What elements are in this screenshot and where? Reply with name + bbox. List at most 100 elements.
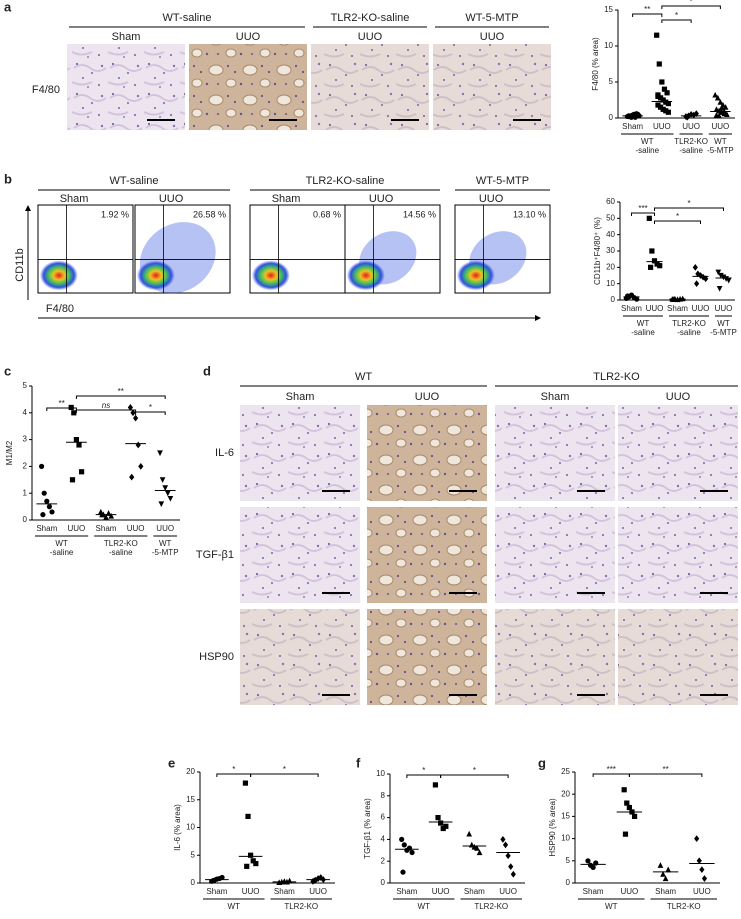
y-tick-label: 5 <box>566 856 571 865</box>
data-point <box>718 272 724 279</box>
y-axis-title: M1/M2 <box>5 440 14 465</box>
x-tick-label: Sham <box>655 887 676 896</box>
flow-density <box>136 260 175 291</box>
micrograph <box>240 609 360 705</box>
flow-density <box>456 260 495 291</box>
x-tick-label: Sham <box>274 887 295 896</box>
column-label: UUO <box>369 193 394 205</box>
data-point <box>159 477 166 483</box>
gate-percentage: 13.10 % <box>513 209 546 219</box>
y-tick-label: 0 <box>609 113 614 122</box>
gate-percentage: 26.58 % <box>193 209 226 219</box>
data-point <box>679 295 686 302</box>
x-tick-label: UUO <box>242 887 260 896</box>
data-point <box>717 99 724 105</box>
data-point <box>712 91 719 98</box>
y-tick-label: 20 <box>186 767 195 776</box>
group-label: TLR2-KO <box>474 902 508 911</box>
significance-label: *** <box>607 765 616 774</box>
gate-percentage: 14.56 % <box>403 209 436 219</box>
y-tick-label: 5 <box>609 77 614 86</box>
data-point <box>73 437 79 443</box>
data-point <box>722 104 729 110</box>
significance-bracket <box>135 411 166 415</box>
significance-bracket <box>632 13 663 17</box>
group-label: WT <box>605 902 618 911</box>
axis-title: F4/80 <box>46 303 74 315</box>
micrograph <box>240 405 360 501</box>
data-point <box>443 823 449 829</box>
y-tick-label: 10 <box>606 279 615 288</box>
data-point <box>646 215 652 221</box>
data-point <box>242 780 249 786</box>
data-point <box>40 512 46 518</box>
data-point <box>725 277 732 284</box>
significance-bracket <box>406 774 442 778</box>
data-point <box>665 109 671 115</box>
data-point <box>657 95 664 101</box>
data-point <box>649 248 655 254</box>
data-point <box>103 514 109 520</box>
group-label: TLR2-KO <box>284 902 318 911</box>
data-point <box>46 504 53 510</box>
data-point <box>631 813 638 819</box>
flow-density <box>39 260 78 291</box>
x-tick-label: Sham <box>206 887 227 896</box>
significance-label: * <box>283 765 286 774</box>
x-tick-label: Sham <box>667 304 688 313</box>
group-label: -saline <box>631 328 655 337</box>
data-point <box>699 866 705 874</box>
data-point <box>158 501 165 508</box>
data-point <box>510 870 516 878</box>
micrograph <box>618 609 738 705</box>
y-tick-label: 2 <box>23 462 28 471</box>
micrograph <box>367 405 487 501</box>
significance-bracket <box>250 773 319 777</box>
data-point <box>661 86 668 92</box>
axis-title: CD11b <box>14 248 26 281</box>
significance-label: * <box>232 765 235 774</box>
y-tick-label: 8 <box>381 791 386 800</box>
significance-bracket <box>216 773 252 777</box>
group-label: WT <box>717 319 730 328</box>
column-label: UUO <box>415 391 440 403</box>
significance-label: *** <box>638 204 647 213</box>
data-point <box>692 263 698 271</box>
data-point <box>585 858 591 864</box>
data-point <box>135 441 141 449</box>
y-axis-title: IL-6 (% area) <box>173 804 182 851</box>
data-point <box>657 104 664 110</box>
significance-bracket <box>75 409 137 413</box>
x-tick-label: UUO <box>692 304 710 313</box>
x-tick-label: UUO <box>432 887 450 896</box>
data-point <box>625 293 631 299</box>
y-tick-label: 60 <box>606 197 615 206</box>
micrograph <box>67 44 185 130</box>
x-tick-label: UUO <box>653 122 671 131</box>
x-tick-label: Sham <box>464 887 485 896</box>
micrograph <box>240 507 360 603</box>
group-label: WT <box>641 137 654 146</box>
micrograph <box>189 44 307 130</box>
group-label: WT <box>418 902 431 911</box>
data-point <box>318 874 324 881</box>
data-point <box>129 473 135 481</box>
group-label: -5-MTP <box>710 328 737 337</box>
y-axis-title: CD11b⁺F4/80⁺ (%) <box>593 217 602 285</box>
panel-label: d <box>203 363 211 378</box>
data-point <box>500 836 506 843</box>
y-tick-label: 50 <box>606 213 615 222</box>
x-tick-label: Sham <box>583 887 604 896</box>
group-label: -saline <box>50 548 74 557</box>
group-header: TLR2-KO <box>593 371 640 383</box>
data-point <box>703 275 709 283</box>
micrograph <box>495 507 615 603</box>
y-tick-label: 4 <box>23 408 28 417</box>
y-tick-label: 15 <box>604 5 613 14</box>
group-label: WT <box>228 902 241 911</box>
y-tick-label: 5 <box>23 381 28 390</box>
data-point <box>435 815 441 821</box>
data-point <box>409 849 415 856</box>
y-axis-title: TGF-β1 (% area) <box>363 798 372 859</box>
data-point <box>665 866 672 873</box>
